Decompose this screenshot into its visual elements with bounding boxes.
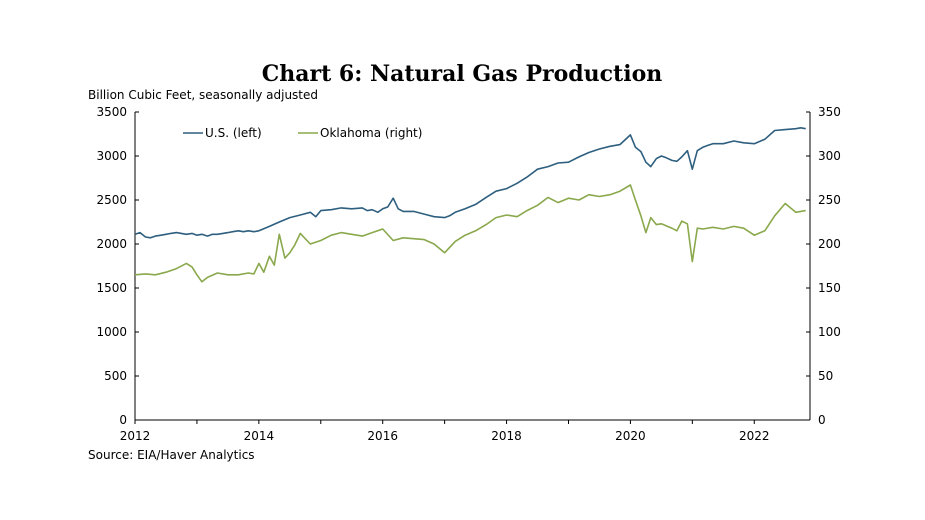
x-tick-label: 2018 <box>491 429 522 443</box>
left-y-tick-label: 2000 <box>96 237 127 251</box>
x-tick-label: 2020 <box>615 429 646 443</box>
right-y-tick-label: 100 <box>818 325 841 339</box>
right-y-tick-label: 300 <box>818 149 841 163</box>
x-tick-label: 2012 <box>120 429 151 443</box>
tick-group: 0 0 500 50 1000 100 1500 150 2000 200 2500 250 3000 3… <box>96 105 840 443</box>
plot-area: 0 0 500 50 1000 100 1500 150 2000 200 2500 250 3000 3… <box>96 105 840 443</box>
left-y-tick-label: 0 <box>119 413 127 427</box>
series-line-oklahoma <box>134 184 806 283</box>
left-y-tick-label: 2500 <box>96 193 127 207</box>
right-y-tick-label: 0 <box>818 413 826 427</box>
left-y-tick-label: 1000 <box>96 325 127 339</box>
left-y-tick-label: 1500 <box>96 281 127 295</box>
right-y-tick-label: 150 <box>818 281 841 295</box>
right-y-tick-label: 250 <box>818 193 841 207</box>
x-tick-label: 2014 <box>244 429 275 443</box>
legend-label: Oklahoma (right) <box>320 126 422 140</box>
right-y-tick-label: 50 <box>818 369 833 383</box>
chart-title: Chart 6: Natural Gas Production <box>262 61 663 87</box>
right-y-tick-label: 200 <box>818 237 841 251</box>
series-group <box>134 127 806 283</box>
series-line-us <box>134 127 806 239</box>
left-y-tick-label: 3500 <box>96 105 127 119</box>
unit-label: Billion Cubic Feet, seasonally adjusted <box>88 88 318 102</box>
legend: U.S. (left) Oklahoma (right) <box>183 126 422 140</box>
left-y-tick-label: 500 <box>104 369 127 383</box>
left-y-tick-label: 3000 <box>96 149 127 163</box>
x-tick-label: 2022 <box>739 429 770 443</box>
x-tick-label: 2016 <box>367 429 398 443</box>
legend-label: U.S. (left) <box>205 126 262 140</box>
source-note: Source: EIA/Haver Analytics <box>88 448 255 462</box>
right-y-tick-label: 350 <box>818 105 841 119</box>
